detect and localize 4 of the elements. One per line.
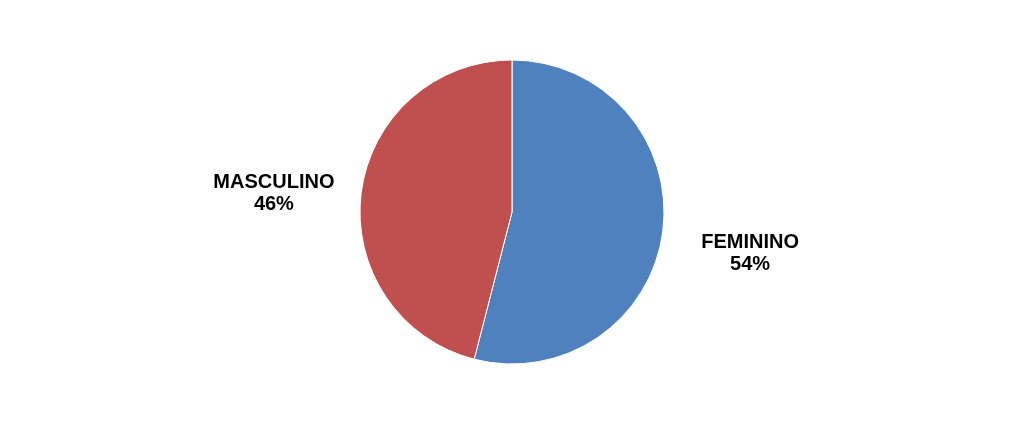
- slice-label: FEMININO: [701, 230, 799, 253]
- data-label: 54%: [730, 252, 771, 275]
- data-label: 46%: [253, 191, 295, 214]
- slice-label: MASCULINO: [213, 169, 335, 192]
